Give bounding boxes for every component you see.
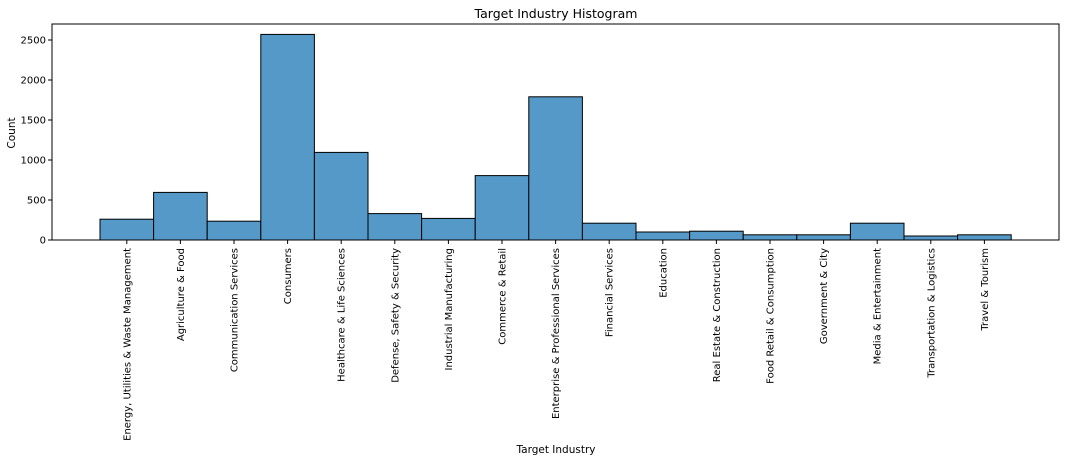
y-tick-label-4: 2000 bbox=[21, 76, 46, 87]
bar-4 bbox=[313, 151, 369, 241]
bar-15 bbox=[903, 235, 959, 241]
bar-5 bbox=[367, 213, 423, 241]
y-tick-label-2: 1000 bbox=[21, 156, 46, 167]
x-tick-label-15: Transportation & Logistics bbox=[926, 248, 937, 379]
x-tick-label-16: Travel & Tourism bbox=[980, 248, 991, 332]
bars-group bbox=[99, 33, 1012, 241]
x-tick-label-11: Real Estate & Construction bbox=[712, 248, 723, 382]
x-tick-label-2: Communication Services bbox=[230, 248, 241, 372]
bar-13 bbox=[796, 234, 851, 241]
y-tick-label-3: 1500 bbox=[21, 116, 46, 127]
x-tick-label-5: Defense, Safety & Security bbox=[390, 248, 401, 383]
y-axis: 0 500 1000 1500 2000 2500 bbox=[21, 36, 52, 247]
x-tick-label-12: Food Retail & Consumption bbox=[766, 248, 777, 384]
y-tick-label-5: 2500 bbox=[21, 36, 46, 47]
x-tick-label-4: Healthcare & Life Sciences bbox=[337, 248, 348, 382]
bar-16 bbox=[957, 234, 1012, 241]
x-tick-label-10: Education bbox=[658, 248, 669, 298]
bar-6 bbox=[421, 217, 476, 241]
bar-7 bbox=[474, 175, 530, 241]
bar-12 bbox=[742, 234, 798, 241]
x-tick-label-9: Financial Services bbox=[605, 248, 616, 337]
bar-9 bbox=[581, 222, 637, 241]
x-tick-label-14: Media & Entertainment bbox=[873, 248, 884, 364]
x-axis-label: Target Industry bbox=[515, 444, 595, 456]
bar-0 bbox=[99, 218, 155, 241]
plot-frame bbox=[51, 23, 1060, 241]
bar-10 bbox=[635, 231, 691, 241]
bar-8 bbox=[528, 96, 583, 241]
x-tick-label-0: Energy, Utilities & Waste Management bbox=[122, 248, 133, 441]
bar-1 bbox=[153, 191, 208, 241]
bar-11 bbox=[689, 230, 744, 241]
x-tick-label-6: Industrial Manufacturing bbox=[444, 248, 455, 371]
y-tick-label-1: 500 bbox=[27, 196, 46, 207]
x-tick-label-8: Enterprise & Professional Services bbox=[551, 248, 562, 419]
x-tick-label-3: Consumers bbox=[283, 248, 294, 304]
x-axis: Energy, Utilities & Waste Management Agri… bbox=[122, 240, 991, 441]
bar-2 bbox=[206, 220, 262, 241]
x-tick-label-13: Government & City bbox=[819, 248, 830, 344]
x-tick-label-1: Agriculture & Food bbox=[176, 248, 187, 341]
y-tick-label-0: 0 bbox=[40, 236, 46, 247]
chart-title: Target Industry Histogram bbox=[474, 6, 638, 21]
bar-14 bbox=[849, 222, 905, 241]
y-axis-label: Count bbox=[6, 117, 18, 148]
x-tick-label-7: Commerce & Retail bbox=[498, 248, 509, 345]
bar-3 bbox=[260, 33, 315, 241]
